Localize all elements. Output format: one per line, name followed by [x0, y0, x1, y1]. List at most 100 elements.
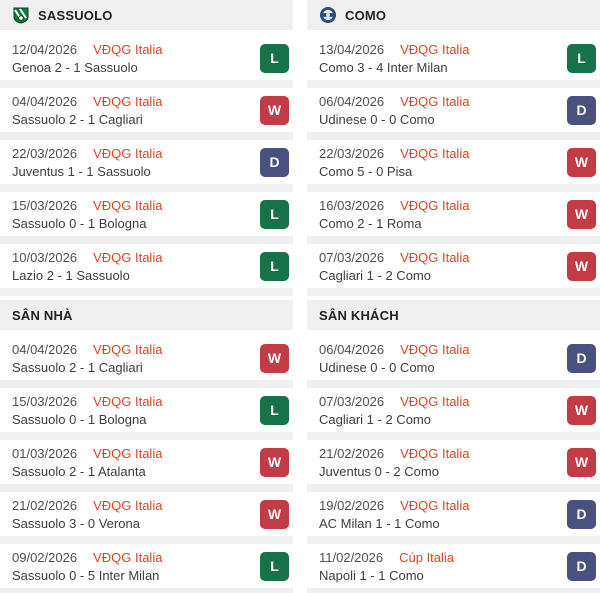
match-row[interactable]: 16/03/2026 VĐQG Italia Como 2 - 1 Roma W — [307, 192, 600, 236]
match-date: 06/04/2026 — [319, 93, 385, 109]
match-meta: 19/02/2026 VĐQG Italia — [319, 498, 559, 513]
match-row[interactable]: 06/04/2026 VĐQG Italia Udinese 0 - 0 Com… — [307, 88, 600, 132]
match-fixture: Cagliari 1 - 2 Como — [319, 267, 431, 283]
match-meta: 10/03/2026 VĐQG Italia — [12, 250, 252, 265]
result-badge: L — [260, 43, 289, 73]
match-info: 06/04/2026 VĐQG Italia Udinese 0 - 0 Com… — [319, 342, 559, 375]
match-row[interactable]: 21/02/2026 VĐQG Italia Sassuolo 3 - 0 Ve… — [0, 492, 293, 536]
match-fixture: Sassuolo 0 - 5 Inter Milan — [12, 567, 160, 583]
competition-label: VĐQG Italia — [93, 197, 163, 213]
match-row[interactable]: 11/02/2026 Cúp Italia Napoli 1 - 1 Como … — [307, 544, 600, 588]
match-date: 07/03/2026 — [319, 393, 385, 409]
match-meta: 21/02/2026 VĐQG Italia — [12, 498, 252, 513]
row-separator — [307, 536, 600, 544]
match-row[interactable]: 22/03/2026 VĐQG Italia Como 5 - 0 Pisa W — [307, 140, 600, 184]
match-fixture: Udinese 0 - 0 Como — [319, 111, 435, 127]
match-fixture: Cagliari 1 - 2 Como — [319, 411, 431, 427]
match-meta: 07/03/2026 VĐQG Italia — [319, 394, 559, 409]
match-info: 11/02/2026 Cúp Italia Napoli 1 - 1 Como — [319, 550, 559, 583]
section-title: SÂN KHÁCH — [319, 307, 399, 323]
match-list: 13/04/2026 VĐQG Italia Como 3 - 4 Inter … — [307, 36, 600, 296]
match-row[interactable]: 13/04/2026 VĐQG Italia Como 3 - 4 Inter … — [307, 36, 600, 80]
match-info: 07/03/2026 VĐQG Italia Cagliari 1 - 2 Co… — [319, 250, 559, 283]
left-column: SASSUOLO 12/04/2026 VĐQG Italia Genoa 2 … — [0, 0, 293, 593]
section-home-form: SÂN NHÀ 04/04/2026 VĐQG Italia Sassuolo … — [0, 300, 293, 593]
match-row[interactable]: 04/04/2026 VĐQG Italia Sassuolo 2 - 1 Ca… — [0, 88, 293, 132]
match-fixture: Sassuolo 3 - 0 Verona — [12, 515, 140, 531]
competition-label: VĐQG Italia — [93, 93, 163, 109]
match-list: 04/04/2026 VĐQG Italia Sassuolo 2 - 1 Ca… — [0, 336, 293, 593]
match-row[interactable]: 09/02/2026 VĐQG Italia Sassuolo 0 - 5 In… — [0, 544, 293, 588]
sassuolo-crest-icon — [12, 6, 30, 24]
match-info: 06/04/2026 VĐQG Italia Udinese 0 - 0 Com… — [319, 94, 559, 127]
match-row[interactable]: 04/04/2026 VĐQG Italia Sassuolo 2 - 1 Ca… — [0, 336, 293, 380]
match-row[interactable]: 07/03/2026 VĐQG Italia Cagliari 1 - 2 Co… — [307, 388, 600, 432]
match-date: 09/02/2026 — [12, 549, 78, 565]
match-meta: 09/02/2026 VĐQG Italia — [12, 550, 252, 565]
row-separator — [0, 536, 293, 544]
match-row[interactable]: 06/04/2026 VĐQG Italia Udinese 0 - 0 Com… — [307, 336, 600, 380]
match-info: 15/03/2026 VĐQG Italia Sassuolo 0 - 1 Bo… — [12, 394, 252, 427]
result-badge: W — [260, 95, 289, 125]
match-row[interactable]: 10/03/2026 VĐQG Italia Lazio 2 - 1 Sassu… — [0, 244, 293, 288]
match-meta: 22/03/2026 VĐQG Italia — [12, 146, 252, 161]
row-separator — [0, 380, 293, 388]
match-date: 07/03/2026 — [319, 249, 385, 265]
competition-label: VĐQG Italia — [93, 341, 163, 357]
match-info: 04/04/2026 VĐQG Italia Sassuolo 2 - 1 Ca… — [12, 94, 252, 127]
match-date: 15/03/2026 — [12, 393, 78, 409]
match-meta: 13/04/2026 VĐQG Italia — [319, 42, 559, 57]
competition-label: VĐQG Italia — [400, 393, 470, 409]
match-row[interactable]: 12/04/2026 VĐQG Italia Genoa 2 - 1 Sassu… — [0, 36, 293, 80]
competition-label: VĐQG Italia — [400, 497, 470, 513]
match-info: 21/02/2026 VĐQG Italia Sassuolo 3 - 0 Ve… — [12, 498, 252, 531]
result-badge: L — [260, 395, 289, 425]
match-row[interactable]: 01/03/2026 VĐQG Italia Sassuolo 2 - 1 At… — [0, 440, 293, 484]
competition-label: VĐQG Italia — [400, 93, 470, 109]
competition-label: VĐQG Italia — [400, 341, 470, 357]
row-separator — [0, 80, 293, 88]
section-gap — [0, 296, 293, 300]
match-row[interactable]: 15/03/2026 VĐQG Italia Sassuolo 0 - 1 Bo… — [0, 388, 293, 432]
section-header-como: COMO — [307, 0, 600, 30]
match-meta: 01/03/2026 VĐQG Italia — [12, 446, 252, 461]
match-row[interactable]: 19/02/2026 VĐQG Italia AC Milan 1 - 1 Co… — [307, 492, 600, 536]
match-fixture: Como 3 - 4 Inter Milan — [319, 59, 448, 75]
match-row[interactable]: 21/02/2026 VĐQG Italia Juventus 0 - 2 Co… — [307, 440, 600, 484]
match-meta: 04/04/2026 VĐQG Italia — [12, 94, 252, 109]
match-meta: 16/03/2026 VĐQG Italia — [319, 198, 559, 213]
match-date: 15/03/2026 — [12, 197, 78, 213]
competition-label: VĐQG Italia — [93, 497, 163, 513]
match-row[interactable]: 07/03/2026 VĐQG Italia Cagliari 1 - 2 Co… — [307, 244, 600, 288]
match-list: 06/04/2026 VĐQG Italia Udinese 0 - 0 Com… — [307, 336, 600, 593]
match-info: 22/03/2026 VĐQG Italia Como 5 - 0 Pisa — [319, 146, 559, 179]
result-badge: D — [567, 551, 596, 581]
match-row[interactable]: 22/03/2026 VĐQG Italia Juventus 1 - 1 Sa… — [0, 140, 293, 184]
result-badge: W — [567, 147, 596, 177]
result-badge: W — [260, 447, 289, 477]
match-meta: 21/02/2026 VĐQG Italia — [319, 446, 559, 461]
match-date: 10/03/2026 — [12, 249, 78, 265]
section-sassuolo-recent: SASSUOLO 12/04/2026 VĐQG Italia Genoa 2 … — [0, 0, 293, 296]
result-badge: L — [260, 551, 289, 581]
row-separator — [307, 432, 600, 440]
match-fixture: AC Milan 1 - 1 Como — [319, 515, 440, 531]
match-fixture: Sassuolo 2 - 1 Cagliari — [12, 111, 143, 127]
row-separator — [307, 288, 600, 296]
row-separator — [307, 484, 600, 492]
match-meta: 06/04/2026 VĐQG Italia — [319, 342, 559, 357]
match-list: 12/04/2026 VĐQG Italia Genoa 2 - 1 Sassu… — [0, 36, 293, 296]
match-row[interactable]: 15/03/2026 VĐQG Italia Sassuolo 0 - 1 Bo… — [0, 192, 293, 236]
match-info: 22/03/2026 VĐQG Italia Juventus 1 - 1 Sa… — [12, 146, 252, 179]
match-date: 19/02/2026 — [319, 497, 385, 513]
row-separator — [0, 132, 293, 140]
match-meta: 06/04/2026 VĐQG Italia — [319, 94, 559, 109]
match-meta: 12/04/2026 VĐQG Italia — [12, 42, 252, 57]
result-badge: W — [567, 199, 596, 229]
section-header-away: SÂN KHÁCH — [307, 300, 600, 330]
match-meta: 15/03/2026 VĐQG Italia — [12, 394, 252, 409]
competition-label: VĐQG Italia — [93, 549, 163, 565]
match-date: 01/03/2026 — [12, 445, 78, 461]
section-gap — [307, 296, 600, 300]
